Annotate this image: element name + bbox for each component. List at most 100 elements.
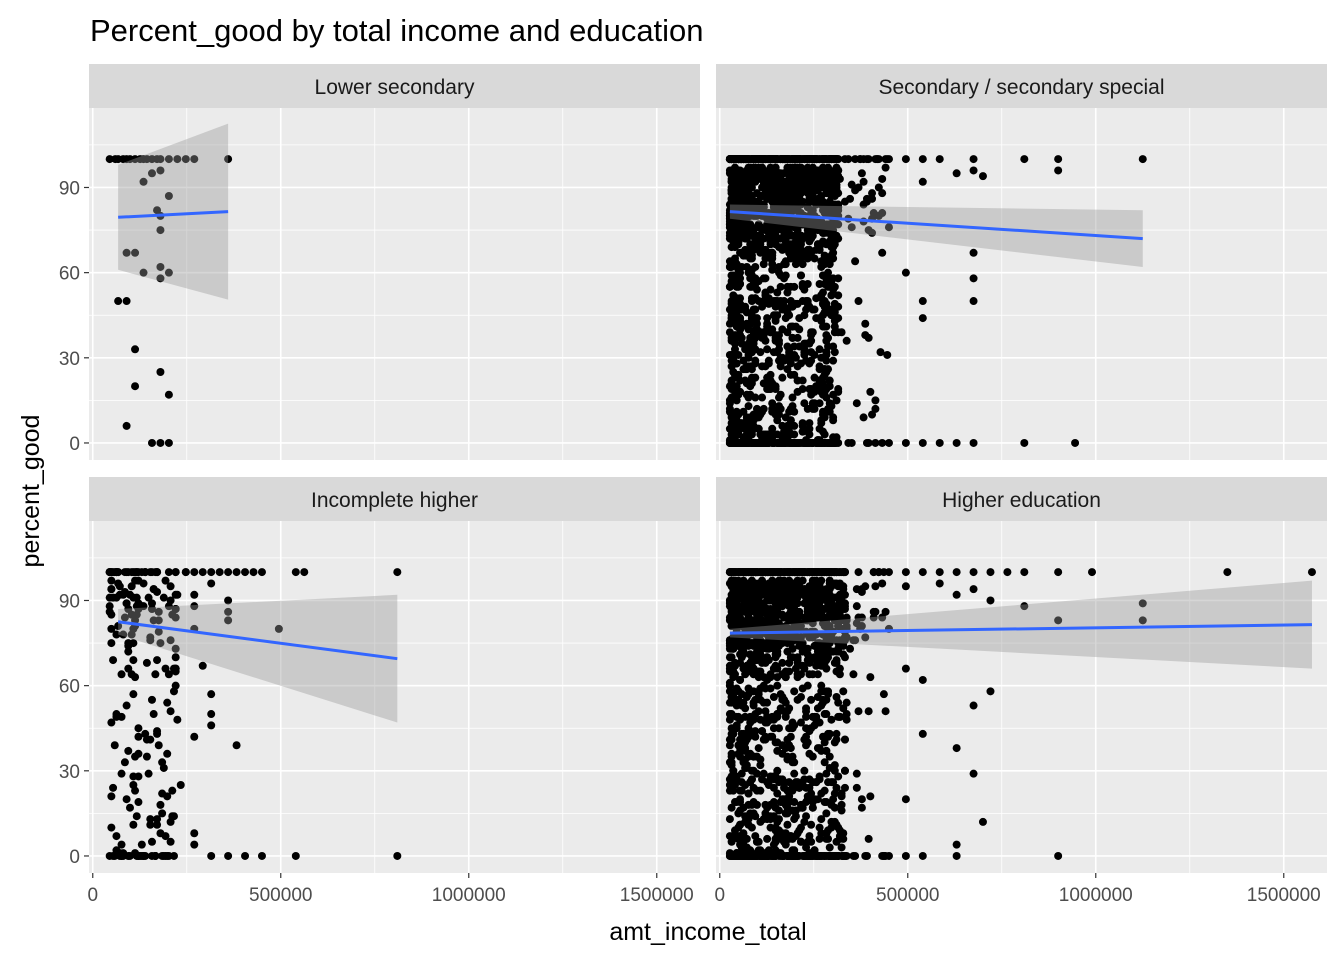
data-point <box>788 393 797 402</box>
data-point <box>822 798 831 807</box>
data-point <box>756 155 765 164</box>
data-point <box>190 602 199 611</box>
data-point <box>842 336 851 345</box>
data-point <box>834 851 843 860</box>
regression-line <box>117 620 398 661</box>
data-point <box>815 345 824 354</box>
data-point <box>864 438 873 447</box>
data-point <box>164 192 173 200</box>
data-point <box>800 438 809 447</box>
data-point <box>749 277 758 286</box>
data-point <box>832 396 841 405</box>
data-point <box>796 718 805 727</box>
data-point <box>274 624 283 633</box>
data-point <box>815 424 824 433</box>
data-point <box>759 404 768 413</box>
data-point <box>766 823 775 832</box>
data-point <box>725 681 734 690</box>
data-point <box>198 568 207 577</box>
data-point <box>761 658 770 667</box>
data-point <box>741 376 750 385</box>
data-point <box>879 690 888 699</box>
data-point <box>818 379 827 388</box>
data-point <box>825 579 834 588</box>
data-point <box>747 823 756 832</box>
facet-strip <box>716 477 1327 521</box>
data-point <box>776 362 785 371</box>
data-point <box>114 622 123 631</box>
data-point <box>827 715 836 724</box>
data-point <box>166 707 175 716</box>
facet-strip <box>89 477 700 521</box>
data-point <box>918 177 927 186</box>
data-point <box>820 786 829 795</box>
data-point <box>780 206 789 215</box>
data-point <box>807 328 816 337</box>
data-point <box>798 684 807 693</box>
data-point <box>824 365 833 374</box>
data-point <box>776 775 785 784</box>
data-point <box>832 783 841 792</box>
data-point <box>761 619 770 628</box>
data-point <box>829 248 838 257</box>
data-point <box>807 695 816 704</box>
facet-panel: Incomplete higher 0 30 60 90 0 500000 1000000 15… <box>59 477 700 906</box>
data-point <box>763 314 772 323</box>
facet-panel: Lower secondary 0 30 60 90 <box>59 64 700 460</box>
data-point <box>751 234 760 243</box>
data-point <box>837 843 846 852</box>
data-point <box>110 741 119 750</box>
data-point <box>154 741 163 750</box>
data-point <box>798 803 807 812</box>
data-point <box>793 778 802 787</box>
data-point <box>771 653 780 662</box>
data-point <box>857 169 866 178</box>
data-point <box>800 766 809 775</box>
data-point <box>805 419 814 428</box>
data-point <box>142 658 151 667</box>
data-point <box>871 404 880 413</box>
data-point <box>207 710 216 719</box>
data-point <box>830 328 839 337</box>
data-point <box>829 254 838 263</box>
points-group <box>725 155 1147 447</box>
data-point <box>768 260 777 269</box>
data-point <box>732 211 741 220</box>
data-point <box>778 658 787 667</box>
data-point <box>156 262 165 271</box>
data-point <box>808 803 817 812</box>
data-point <box>795 582 804 591</box>
data-point <box>752 314 761 323</box>
data-point <box>156 639 165 648</box>
data-point <box>105 155 114 164</box>
data-point <box>834 200 843 209</box>
data-point <box>817 438 826 447</box>
data-point <box>820 758 829 767</box>
data-point <box>790 687 799 696</box>
data-point <box>803 163 812 172</box>
data-point <box>156 166 165 175</box>
data-point <box>725 228 734 237</box>
data-point <box>732 217 741 226</box>
data-point <box>868 194 877 203</box>
data-point <box>109 593 118 602</box>
data-point <box>139 579 148 588</box>
y-tick-label: 60 <box>59 264 80 285</box>
data-point <box>776 302 785 311</box>
data-point <box>1020 438 1029 447</box>
data-point <box>764 568 773 577</box>
data-point <box>168 610 177 619</box>
data-point <box>793 362 802 371</box>
data-point <box>871 396 880 405</box>
y-tick-label: 0 <box>69 434 80 455</box>
data-point <box>864 333 873 342</box>
data-point <box>952 438 961 447</box>
data-point <box>768 254 777 263</box>
data-point <box>859 200 868 209</box>
data-point <box>751 851 760 860</box>
data-point <box>725 262 734 271</box>
data-point <box>774 336 783 345</box>
data-point <box>852 399 861 408</box>
data-point <box>751 262 760 271</box>
data-point <box>769 724 778 733</box>
